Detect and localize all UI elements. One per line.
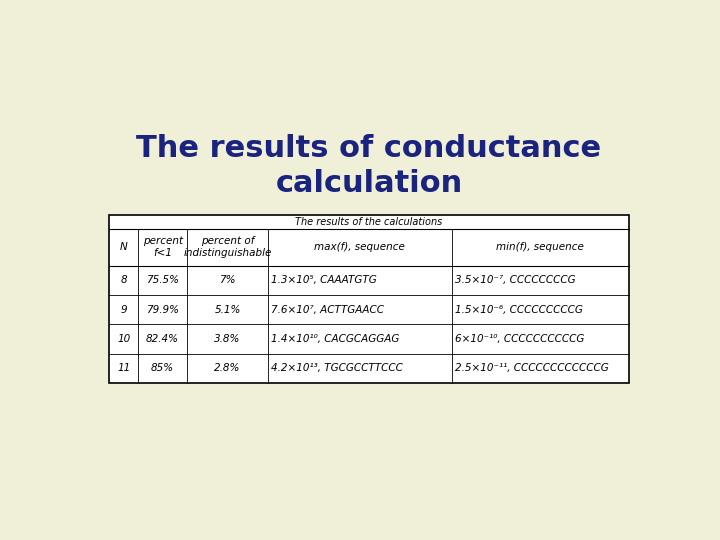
Text: The results of the calculations: The results of the calculations [295, 217, 443, 227]
Text: 82.4%: 82.4% [146, 334, 179, 344]
Text: 1.3×10⁵, CAAATGTG: 1.3×10⁵, CAAATGTG [271, 275, 377, 286]
Text: 7%: 7% [220, 275, 235, 286]
Text: 8: 8 [120, 275, 127, 286]
Text: 5.1%: 5.1% [215, 305, 240, 315]
Text: 85%: 85% [151, 363, 174, 373]
Text: max(f), sequence: max(f), sequence [315, 242, 405, 252]
Text: 75.5%: 75.5% [146, 275, 179, 286]
Text: percent of
indistinguishable: percent of indistinguishable [184, 236, 271, 259]
Text: 3.5×10⁻⁷, CCCCCCCCG: 3.5×10⁻⁷, CCCCCCCCG [455, 275, 576, 286]
Text: min(f), sequence: min(f), sequence [496, 242, 585, 252]
Text: 10: 10 [117, 334, 130, 344]
Text: 6×10⁻¹⁰, CCCCCCCCCCG: 6×10⁻¹⁰, CCCCCCCCCCG [455, 334, 585, 344]
Text: 9: 9 [120, 305, 127, 315]
Text: 2.8%: 2.8% [215, 363, 240, 373]
Text: 1.5×10⁻⁶, CCCCCCCCCG: 1.5×10⁻⁶, CCCCCCCCCG [455, 305, 583, 315]
Text: 7.6×10⁷, ACTTGAACC: 7.6×10⁷, ACTTGAACC [271, 305, 384, 315]
Text: 1.4×10¹⁰, CACGCAGGAG: 1.4×10¹⁰, CACGCAGGAG [271, 334, 399, 344]
Text: 3.8%: 3.8% [215, 334, 240, 344]
Text: The results of conductance
calculation: The results of conductance calculation [136, 134, 602, 198]
Text: 4.2×10¹³, TGCGCCTTCCC: 4.2×10¹³, TGCGCCTTCCC [271, 363, 402, 373]
Text: percent
f<1: percent f<1 [143, 236, 183, 259]
Text: 79.9%: 79.9% [146, 305, 179, 315]
Text: 11: 11 [117, 363, 130, 373]
Text: 2.5×10⁻¹¹, CCCCCCCCCCCCG: 2.5×10⁻¹¹, CCCCCCCCCCCCG [455, 363, 609, 373]
Text: N: N [120, 242, 127, 252]
